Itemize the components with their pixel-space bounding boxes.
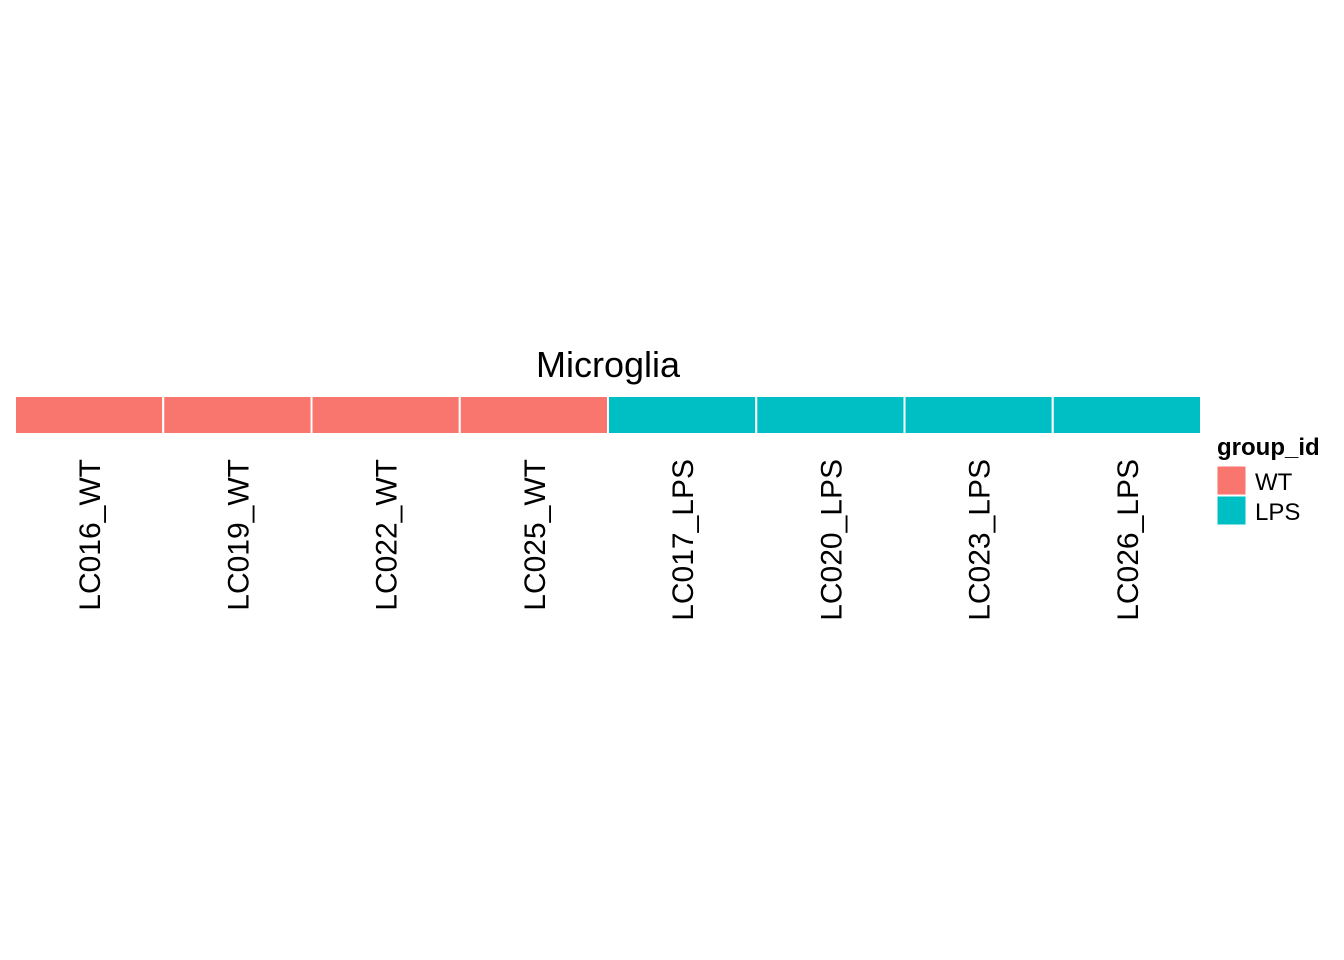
legend-label-wt: WT <box>1255 469 1293 496</box>
x-axis-tick-labels: LC016_WT LC019_WT LC022_WT LC025_WT LC017_LP… <box>74 459 1145 621</box>
tick-label-lc025-wt: LC025_WT <box>519 459 552 611</box>
legend-key-lps <box>1216 495 1247 526</box>
tick-label-lc016-wt: LC016_WT <box>74 459 107 611</box>
tile-lc023-lps <box>903 395 1054 435</box>
tick-label-lc026-lps: LC026_LPS <box>1112 459 1145 621</box>
tick-label-lc022-wt: LC022_WT <box>371 459 404 611</box>
tick-label-lc023-lps: LC023_LPS <box>964 459 997 621</box>
tile-lc026-lps <box>1051 395 1202 435</box>
tile-lc020-lps <box>755 395 906 435</box>
legend-title: group_id <box>1217 434 1320 461</box>
tile-row <box>14 395 1202 435</box>
tick-label-lc017-lps: LC017_LPS <box>667 459 700 621</box>
chart-title: Microglia <box>536 344 681 385</box>
tile-lc025-wt <box>458 395 609 435</box>
tile-lc019-wt <box>162 395 313 435</box>
tick-label-lc020-lps: LC020_LPS <box>815 459 848 621</box>
legend-label-lps: LPS <box>1255 499 1300 526</box>
legend-key-wt <box>1216 465 1247 496</box>
tile-lc022-wt <box>310 395 461 435</box>
tile-lc017-lps <box>607 395 758 435</box>
legend: group_id WT LPS <box>1216 434 1320 526</box>
tick-label-lc019-wt: LC019_WT <box>222 459 255 611</box>
tile-lc016-wt <box>14 395 165 435</box>
